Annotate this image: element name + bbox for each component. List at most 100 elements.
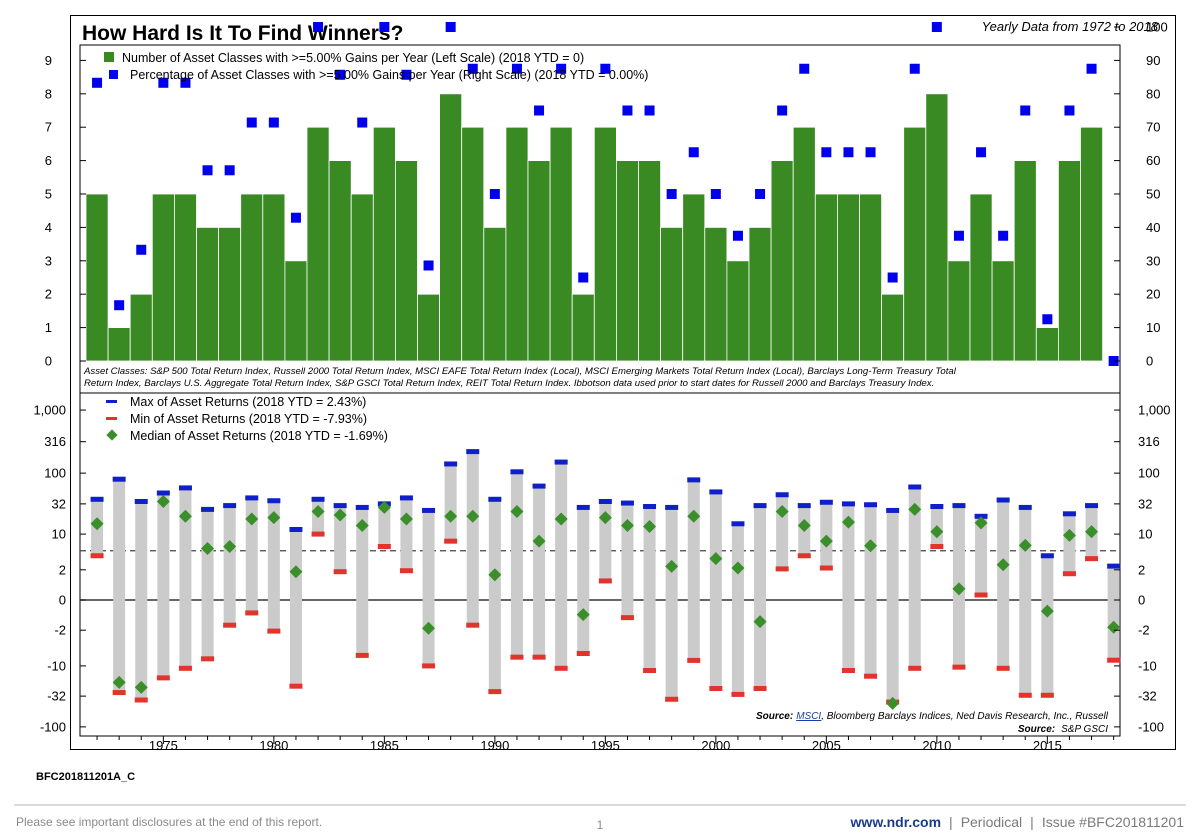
min-marker — [422, 663, 436, 669]
min-marker — [245, 610, 259, 616]
max-marker — [665, 504, 679, 510]
min-marker — [1085, 556, 1099, 562]
min-marker — [908, 665, 922, 671]
max-marker — [576, 504, 590, 510]
percent-marker — [909, 63, 920, 74]
min-marker — [665, 696, 679, 702]
right-tick-label: 90 — [1146, 53, 1160, 68]
footer-sep-1: | — [949, 814, 953, 830]
percent-marker — [688, 147, 699, 158]
min-marker — [598, 578, 612, 584]
percent-marker — [887, 272, 898, 283]
range-bar — [223, 505, 236, 626]
median-marker — [709, 552, 723, 566]
range-bar — [908, 486, 921, 669]
max-marker — [444, 461, 458, 467]
percent-marker — [953, 230, 964, 241]
bottom-right-axis: -100 -32 -10 -2 0 2 10 32 100 316 1,000 — [1114, 403, 1171, 734]
max-marker — [1107, 563, 1121, 569]
chart-title: How Hard Is It To Find Winners? — [82, 22, 403, 45]
median-marker — [289, 565, 303, 579]
median-marker — [864, 539, 878, 553]
median-marker — [819, 534, 833, 548]
max-marker — [996, 497, 1010, 503]
min-marker — [267, 628, 281, 634]
max-marker — [134, 498, 148, 504]
min-marker — [1107, 657, 1121, 663]
bottom-left-tick-label: 1,000 — [33, 403, 66, 418]
median-marker — [156, 494, 170, 508]
right-tick-label: 30 — [1146, 253, 1160, 268]
max-marker — [156, 490, 170, 496]
max-marker — [620, 500, 634, 506]
source-label-2: Source: — [1018, 724, 1055, 735]
min-marker — [510, 654, 524, 660]
bottom-left-tick-label: 316 — [44, 434, 66, 449]
median-marker — [643, 519, 657, 533]
bottom-right-tick-label: 0 — [1138, 593, 1145, 608]
range-bar — [157, 493, 170, 678]
range-bar — [422, 510, 435, 666]
max-marker — [422, 507, 436, 513]
median-marker — [665, 559, 679, 573]
right-tick-label: 110 — [1146, 0, 1167, 1]
bottom-right-tick-label: -100 — [1138, 719, 1164, 734]
left-tick-label: 0 — [45, 354, 52, 369]
count-bar — [218, 226, 242, 362]
max-marker — [1040, 553, 1054, 559]
median-marker — [620, 519, 634, 533]
bottom-ranges-group — [80, 449, 1121, 710]
range-bar — [754, 505, 767, 689]
left-tick-label: 6 — [45, 153, 52, 168]
count-bar — [859, 193, 883, 362]
source-msci-link[interactable]: MSCI — [796, 711, 821, 722]
range-bar — [1041, 555, 1054, 696]
source-line1: Source: MSCI, Bloomberg Barclays Indices,… — [756, 711, 1109, 722]
legend-max-label: Max of Asset Returns (2018 YTD = 2.43%) — [130, 395, 366, 409]
max-marker — [355, 504, 369, 510]
range-bar — [334, 505, 347, 572]
x-tick-label: 1985 — [370, 738, 399, 753]
bottom-left-tick-label: -100 — [40, 719, 66, 734]
count-bar — [616, 160, 639, 362]
range-bar — [709, 491, 722, 689]
bottom-left-tick-label: 0 — [59, 593, 66, 608]
count-bar — [947, 260, 971, 362]
count-bar — [107, 327, 131, 362]
left-tick-label: 7 — [45, 120, 52, 135]
percent-marker — [268, 117, 279, 128]
issue-label: Issue #BFC201811201 — [1042, 814, 1184, 830]
max-marker — [178, 485, 192, 491]
range-bar — [886, 510, 899, 703]
count-bar — [549, 126, 573, 362]
median-marker — [687, 509, 701, 523]
percent-marker — [136, 244, 147, 255]
right-tick-label: 60 — [1146, 153, 1160, 168]
median-marker — [1085, 525, 1099, 539]
count-bar — [726, 260, 750, 362]
asset-class-note-line2: Return Index, Barclays U.S. Aggregate To… — [84, 378, 934, 389]
min-marker — [996, 665, 1010, 671]
count-bar — [240, 193, 264, 362]
disclosure-text: Please see important disclosures at the … — [16, 815, 322, 829]
chart-frame — [70, 15, 1176, 750]
percent-marker — [710, 189, 721, 199]
min-marker — [311, 531, 325, 537]
range-bar — [599, 501, 612, 581]
percent-marker — [666, 189, 677, 199]
count-bar — [1058, 160, 1081, 362]
median-marker — [422, 621, 436, 635]
site-link[interactable]: www.ndr.com — [850, 814, 942, 830]
median-marker — [377, 500, 391, 514]
min-marker — [399, 568, 413, 574]
min-marker — [112, 690, 126, 696]
count-bar — [792, 126, 816, 362]
count-bar — [417, 293, 441, 362]
range-bar — [289, 529, 302, 687]
right-tick-label: 20 — [1146, 287, 1160, 302]
range-bar — [201, 509, 214, 659]
max-marker — [819, 499, 833, 505]
bottom-right-tick-label: 32 — [1138, 496, 1152, 511]
bottom-right-tick-label: 1,000 — [1138, 403, 1171, 418]
